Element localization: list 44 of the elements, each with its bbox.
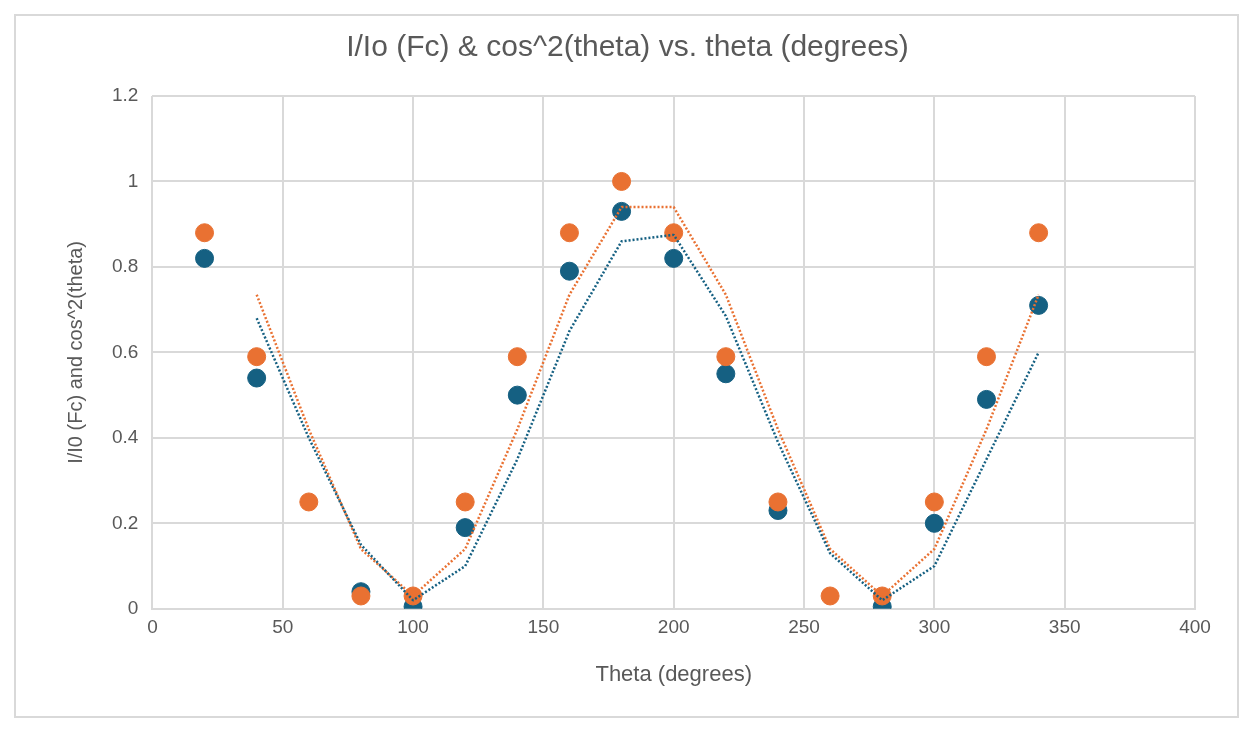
point — [924, 492, 944, 512]
point — [559, 261, 579, 281]
point — [612, 171, 632, 191]
point — [664, 248, 684, 268]
x-tick-label: 250 — [788, 616, 820, 638]
y-tick-label: 0.6 — [111, 340, 139, 362]
x-axis-title: Theta (degrees) — [595, 660, 752, 686]
point — [1029, 295, 1049, 315]
point — [664, 223, 684, 243]
y-tick-label: 0.2 — [111, 511, 139, 533]
point — [299, 492, 319, 512]
chart-title: I/Io (Fc) & cos^2(theta) vs. theta (degrees) — [346, 29, 909, 63]
y-tick-label: 1 — [127, 169, 139, 191]
x-tick-label: 0 — [147, 616, 158, 638]
point — [455, 518, 475, 538]
point — [455, 492, 475, 512]
point — [716, 347, 736, 367]
x-tick-label: 300 — [918, 616, 951, 638]
point — [559, 223, 579, 243]
point — [976, 389, 996, 409]
point — [195, 248, 215, 268]
y-tick-label: 0 — [127, 597, 139, 619]
x-tick-label: 150 — [527, 616, 560, 638]
point — [247, 347, 267, 367]
point — [1029, 223, 1049, 243]
y-axis-title: I/I0 (Fc) and cos^2(theta) — [63, 240, 86, 464]
point — [507, 385, 527, 405]
point — [507, 347, 527, 367]
point — [976, 347, 996, 367]
x-tick-label: 350 — [1048, 616, 1081, 638]
point — [768, 492, 788, 512]
point — [195, 223, 215, 243]
x-tick-label: 400 — [1179, 616, 1211, 638]
x-tick-label: 50 — [272, 616, 294, 638]
point — [247, 368, 267, 388]
x-tick-label: 200 — [657, 616, 690, 638]
y-tick-label: 0.8 — [111, 255, 139, 277]
point — [924, 513, 944, 533]
point — [716, 364, 736, 384]
y-tick-label: 1.2 — [111, 84, 139, 106]
point — [820, 586, 840, 606]
x-tick-label: 100 — [397, 616, 429, 638]
point — [612, 201, 632, 221]
y-tick-label: 0.4 — [111, 426, 139, 448]
